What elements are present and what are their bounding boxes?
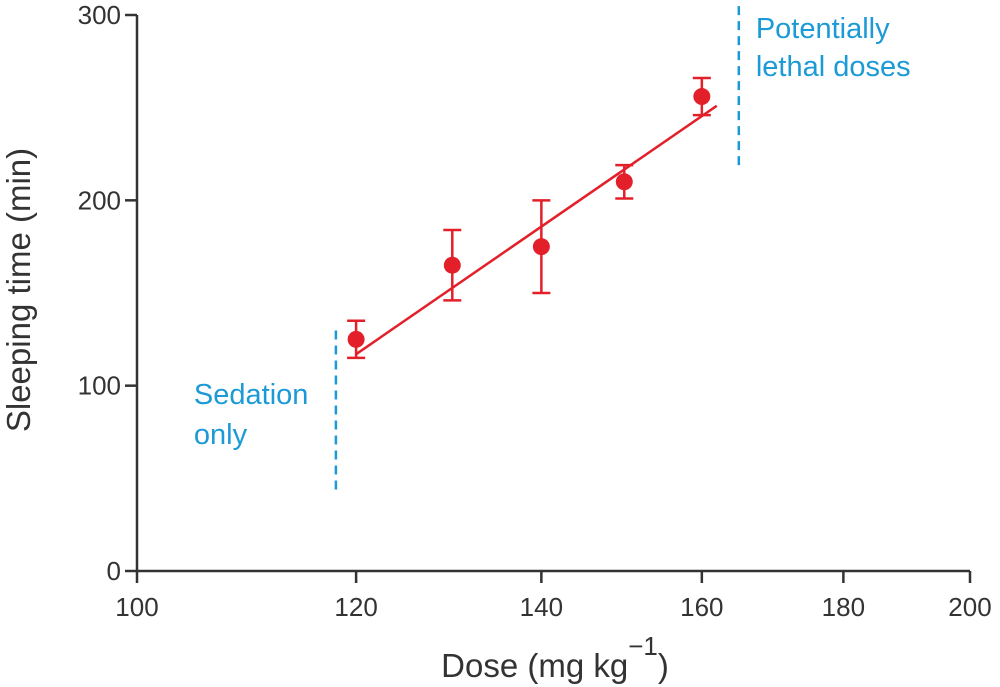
x-axis-label: Dose (mg kg−1) [441, 631, 669, 684]
y-tick-label: 200 [78, 185, 121, 215]
data-point [615, 173, 633, 191]
data-point [347, 330, 365, 348]
y-tick-label: 300 [78, 0, 121, 30]
y-tick-label: 100 [78, 371, 121, 401]
x-tick-label: 180 [822, 592, 865, 622]
data-point [693, 88, 711, 106]
x-tick-label: 120 [334, 592, 377, 622]
x-axis-label-end: ) [658, 647, 669, 684]
x-tick-label: 160 [680, 592, 723, 622]
annotation: Potentially [756, 13, 890, 45]
data-point [532, 238, 550, 256]
y-tick-label: 0 [107, 556, 121, 586]
x-axis-label-sup: −1 [628, 631, 658, 661]
data-point [443, 256, 461, 274]
x-tick-label: 140 [520, 592, 563, 622]
x-axis-label-text: Dose (mg kg [441, 647, 628, 684]
y-axis-label: Sleeping time (min) [0, 148, 37, 432]
annotation: Sedation [194, 379, 309, 411]
annotation: lethal doses [756, 51, 911, 83]
annotation: only [194, 419, 248, 451]
fit-line [355, 104, 718, 356]
x-tick-label: 200 [948, 592, 991, 622]
x-tick-label: 100 [115, 592, 158, 622]
